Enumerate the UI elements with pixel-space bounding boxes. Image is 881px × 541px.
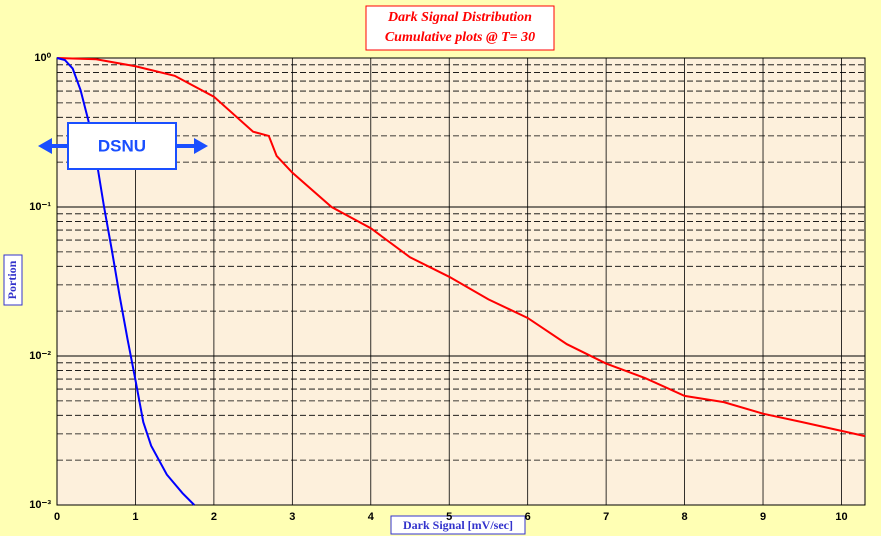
x-tick-label: 4 bbox=[368, 511, 375, 523]
x-tick-label: 7 bbox=[603, 511, 609, 523]
arrow-right-head bbox=[194, 138, 208, 154]
x-tick-label: 10 bbox=[835, 511, 847, 523]
x-tick-label: 3 bbox=[289, 511, 295, 523]
x-tick-label: 5 bbox=[446, 511, 452, 523]
y-tick-label: 10⁻¹ bbox=[29, 201, 51, 213]
annotation: DSNU bbox=[38, 122, 208, 170]
arrow-left-head bbox=[38, 138, 52, 154]
x-tick-label: 8 bbox=[682, 511, 688, 523]
x-label-box bbox=[390, 515, 526, 535]
series-line bbox=[56, 57, 195, 506]
annotation-text: DSNU bbox=[98, 136, 146, 155]
x-tick-label: 1 bbox=[132, 511, 138, 523]
plot-area bbox=[56, 57, 866, 506]
y-label-box bbox=[3, 254, 23, 306]
x-tick-label: 0 bbox=[54, 511, 60, 523]
series-line bbox=[56, 57, 866, 438]
x-axis-label: Dark Signal [mV/sec] bbox=[403, 518, 513, 532]
title-box bbox=[365, 5, 555, 51]
y-tick-label: 10⁻³ bbox=[29, 499, 51, 511]
x-tick-label: 2 bbox=[211, 511, 217, 523]
y-tick-label: 10⁰ bbox=[34, 52, 51, 64]
y-tick-label: 10⁻² bbox=[29, 350, 51, 362]
annotation-box bbox=[67, 122, 177, 170]
x-tick-label: 6 bbox=[525, 511, 531, 523]
y-axis-label: Portion bbox=[5, 260, 19, 299]
chart-subtitle: Cumulative plots @ T= 30 bbox=[385, 30, 535, 45]
chart-title: Dark Signal Distribution bbox=[387, 10, 532, 25]
x-tick-label: 9 bbox=[760, 511, 766, 523]
